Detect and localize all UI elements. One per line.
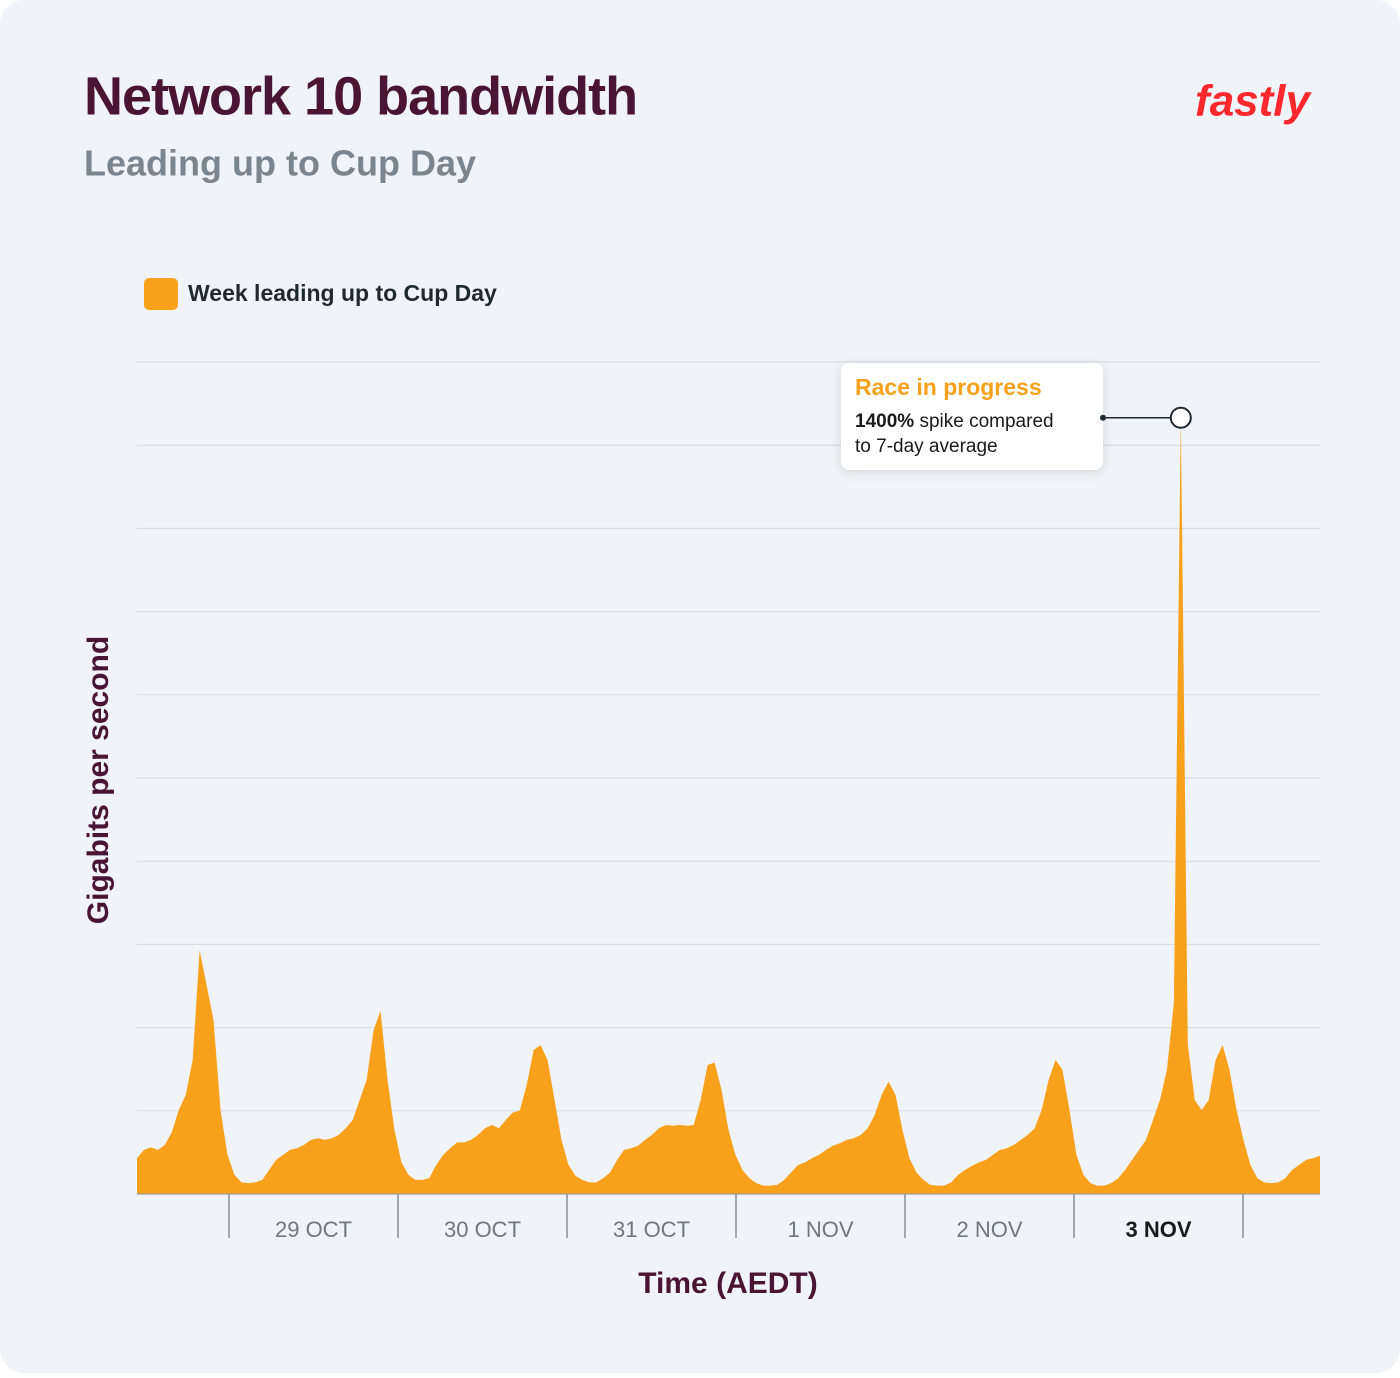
annotation-emphasis: 1400% (855, 411, 914, 432)
chart-subtitle: Leading up to Cup Day (84, 143, 476, 184)
annotation-text-line2: to 7-day average (855, 436, 998, 457)
x-tick-label: 31 OCT (613, 1217, 690, 1242)
area (137, 417, 1320, 1194)
x-tick-label: 1 NOV (787, 1217, 853, 1242)
annotation-title: Race in progress (855, 374, 1042, 400)
y-axis-label: Gigabits per second (82, 636, 115, 924)
x-axis-label: Time (AEDT) (638, 1267, 817, 1300)
x-tick-label: 2 NOV (956, 1217, 1022, 1242)
logo: fastly (1195, 77, 1312, 126)
x-tick-label: 29 OCT (275, 1217, 352, 1242)
annotation-dot (1100, 414, 1106, 421)
annotation-text: 1400% spike compared (855, 411, 1054, 432)
chart-title: Network 10 bandwidth (84, 66, 637, 126)
legend-swatch (144, 278, 178, 310)
annotation-text-line: spike compared (919, 411, 1053, 432)
annotation-box (841, 363, 1103, 470)
x-tick-label: 3 NOV (1125, 1217, 1191, 1242)
peak-marker (1169, 406, 1192, 429)
x-tick-label: 30 OCT (444, 1217, 521, 1242)
legend-label: Week leading up to Cup Day (188, 280, 497, 306)
